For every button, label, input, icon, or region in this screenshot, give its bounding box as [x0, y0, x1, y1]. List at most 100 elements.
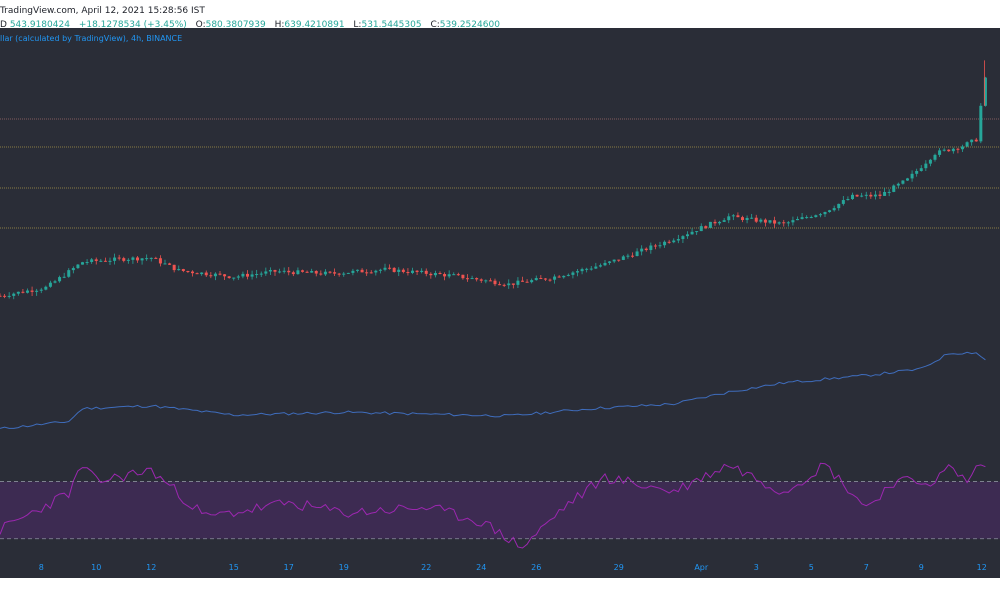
change-value: +18.1278534 (+3.45%): [78, 20, 187, 30]
candle-body: [136, 257, 139, 261]
x-tick-label: 24: [476, 563, 486, 572]
candle-body: [846, 199, 850, 201]
candle-body: [672, 240, 676, 243]
candle-body: [928, 159, 932, 164]
candle-body: [452, 274, 456, 276]
candle-body: [218, 273, 222, 275]
candle-body: [342, 273, 346, 275]
candle-body: [443, 273, 447, 277]
chart-area[interactable]: 8 10 12 15 17 19 22 24 26 29 Apr 3 5 7 9 12 llar (calcu…: [0, 28, 1000, 578]
candle-body: [919, 168, 923, 171]
candle-body: [420, 270, 424, 272]
candle-body: [598, 265, 602, 267]
candle-body: [200, 272, 204, 275]
candle-body: [851, 194, 854, 200]
x-tick-label: 15: [229, 563, 239, 572]
candle-body: [892, 185, 896, 192]
candle-body: [392, 267, 396, 272]
candle-body: [351, 270, 355, 273]
candle-body: [837, 203, 841, 209]
candle-body: [411, 270, 414, 273]
candle-body: [26, 290, 29, 293]
candle-body: [337, 273, 341, 275]
candle-body: [466, 278, 469, 280]
candle-body: [979, 105, 983, 142]
candle-body: [383, 267, 387, 270]
candle-body: [562, 275, 566, 278]
candle-body: [983, 77, 987, 106]
open-label: O:: [195, 20, 206, 30]
rsi-line: [0, 462, 986, 549]
candle-body: [278, 271, 282, 273]
candle-body: [754, 217, 758, 222]
candle-body: [731, 215, 735, 217]
candle-body: [213, 273, 217, 277]
candle-body: [841, 200, 845, 204]
candle-body: [53, 281, 57, 283]
x-tick-label: 3: [754, 563, 759, 572]
x-axis-ticks: 8 10 12 15 17 19 22 24 26 29 Apr 3 5 7 9 12: [39, 563, 987, 572]
candle-body: [30, 290, 34, 292]
candle-body: [796, 218, 799, 221]
candle-body: [103, 260, 107, 262]
chart-canvas[interactable]: 8 10 12 15 17 19 22 24 26 29 Apr 3 5 7 9 12: [0, 28, 1000, 578]
candle-body: [773, 220, 777, 224]
candle-body: [530, 280, 534, 283]
candle-body: [81, 262, 84, 265]
candle-body: [814, 215, 818, 218]
candle-body: [227, 276, 231, 279]
candle-body: [131, 257, 135, 260]
candle-body: [708, 221, 712, 228]
candle-body: [67, 270, 71, 277]
candle-body: [264, 271, 268, 274]
candle-body: [640, 248, 644, 252]
candle-body: [447, 274, 451, 277]
candle-body: [424, 270, 428, 274]
candle-body: [415, 270, 419, 272]
candle-body: [901, 180, 905, 184]
candle-body: [644, 248, 648, 251]
candle-body: [686, 234, 689, 237]
candle-body: [594, 266, 598, 269]
candle-body: [667, 241, 671, 243]
candle-body: [699, 226, 703, 232]
candle-body: [910, 173, 914, 179]
candle-body: [511, 283, 515, 285]
candle-body: [158, 258, 162, 264]
candle-body: [232, 277, 236, 279]
candle-body: [713, 221, 717, 224]
candle-body: [965, 142, 969, 147]
candle-body: [883, 191, 887, 196]
volume-line-panel: [0, 351, 986, 429]
candle-body: [140, 258, 144, 261]
candle-body: [268, 270, 272, 272]
horizontal-levels: [0, 118, 1000, 229]
candle-body: [126, 259, 130, 261]
candle-body: [612, 259, 616, 262]
candle-body: [961, 146, 964, 150]
x-tick-label: 10: [91, 563, 101, 572]
candle-body: [653, 245, 657, 247]
header-bar: TradingView.com, April 12, 2021 15:28:56…: [0, 0, 1000, 30]
candle-body: [296, 270, 300, 275]
x-tick-label: 12: [146, 563, 156, 572]
candle-body: [791, 220, 795, 223]
candle-body: [516, 280, 520, 285]
candle-body: [273, 270, 277, 272]
candle-body: [186, 270, 190, 272]
candle-body: [461, 274, 465, 279]
candle-body: [223, 274, 227, 277]
rsi-band: [0, 481, 1000, 539]
candle-body: [291, 272, 295, 275]
source-line: TradingView.com, April 12, 2021 15:28:56…: [0, 6, 205, 16]
x-tick-label: 29: [614, 563, 624, 572]
candle-body: [388, 267, 392, 269]
close-label: C:: [430, 20, 440, 30]
candle-body: [869, 194, 873, 197]
candle-body: [48, 282, 52, 287]
candle-body: [502, 284, 506, 286]
x-tick-label: 5: [809, 563, 814, 572]
candle-body: [21, 291, 25, 293]
candle-body: [177, 269, 181, 271]
candle-body: [589, 268, 593, 270]
